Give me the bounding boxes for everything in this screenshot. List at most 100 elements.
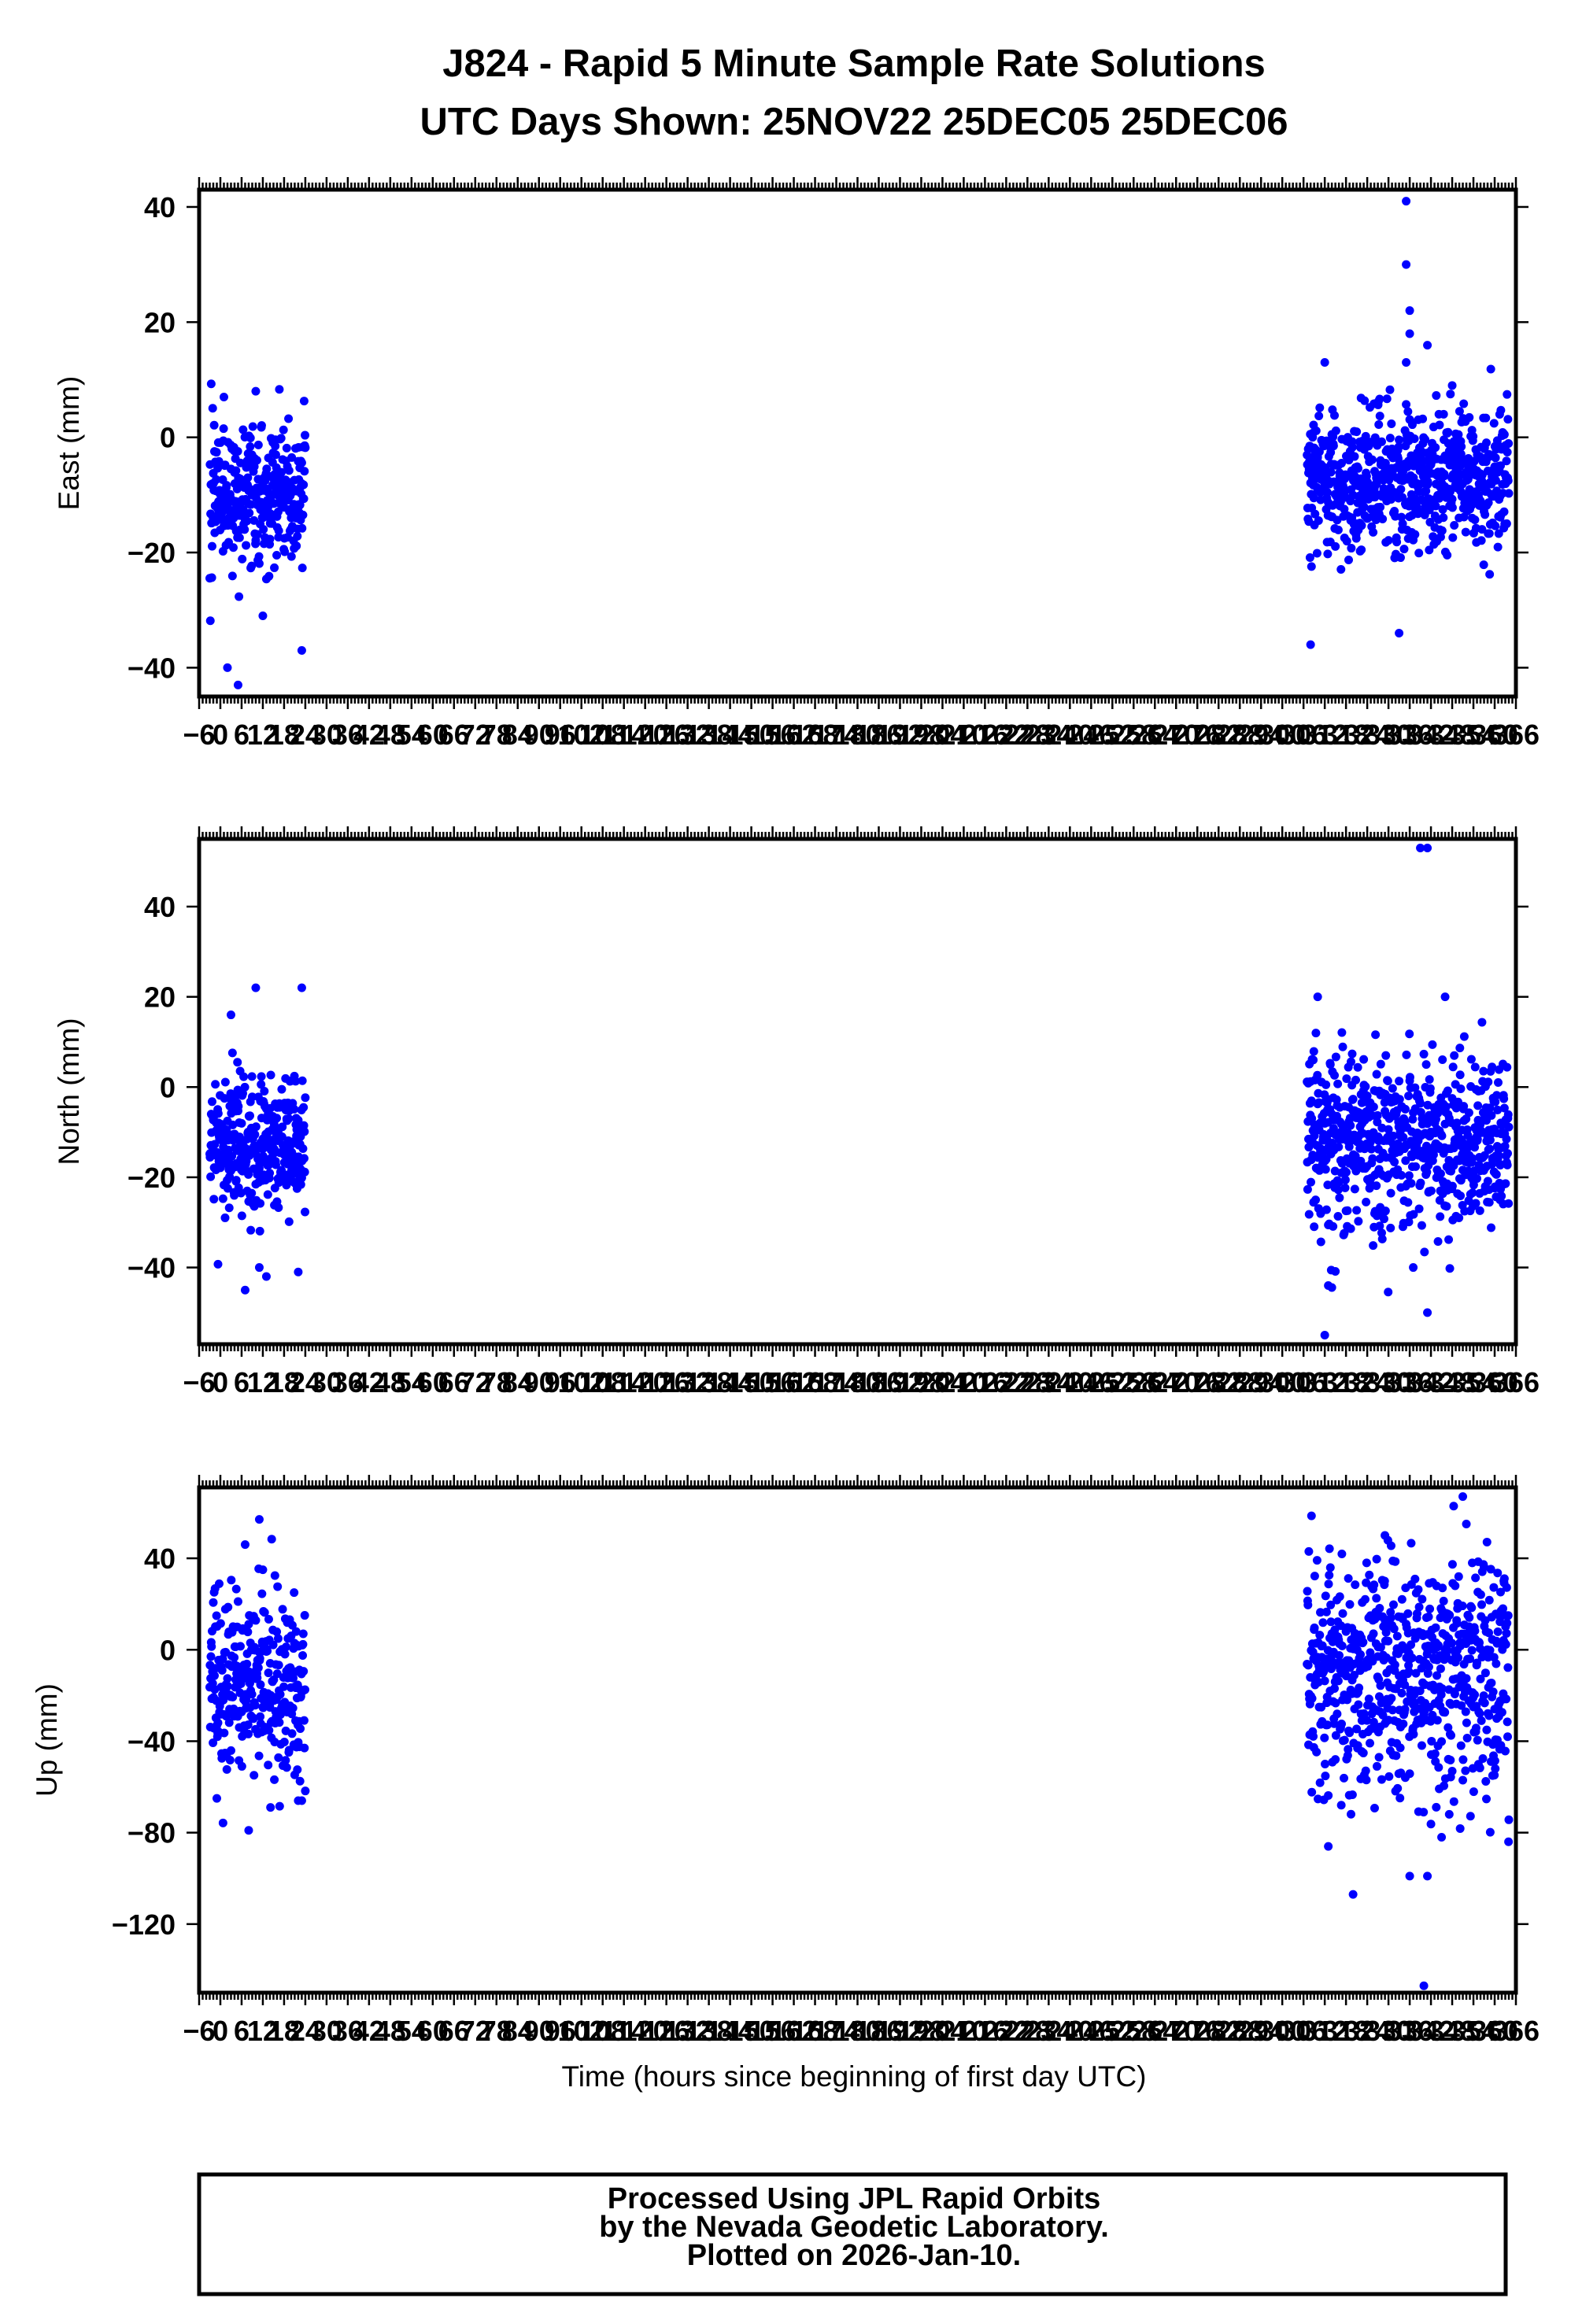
data-point xyxy=(287,453,297,462)
x-tick-label: 342 xyxy=(1407,1366,1455,1398)
data-point xyxy=(1494,1151,1503,1160)
x-tick-label: 0 xyxy=(213,1366,228,1398)
data-point xyxy=(299,1667,309,1676)
x-tick-label: 318 xyxy=(1322,719,1370,751)
data-point xyxy=(1440,471,1449,481)
data-point xyxy=(1479,1066,1488,1076)
data-point xyxy=(1381,459,1390,468)
data-point xyxy=(207,1642,216,1651)
data-point xyxy=(250,1701,260,1710)
data-point xyxy=(207,1097,216,1107)
data-point xyxy=(250,1130,260,1140)
data-point xyxy=(1359,502,1369,512)
data-point xyxy=(1438,504,1447,514)
data-point xyxy=(243,1628,253,1637)
data-point xyxy=(1402,400,1411,409)
x-tick-label: 36 xyxy=(332,2015,364,2047)
x-tick-label: 162 xyxy=(771,1366,818,1398)
x-tick-label: 288 xyxy=(1216,2015,1263,2047)
x-tick-label: 96 xyxy=(545,1366,576,1398)
data-point xyxy=(1312,1556,1321,1565)
data-point xyxy=(1353,464,1362,473)
data-point-outlier xyxy=(1440,992,1450,1002)
data-point xyxy=(231,1584,241,1594)
data-point xyxy=(292,541,301,551)
data-point xyxy=(264,1761,273,1770)
x-tick-label: 168 xyxy=(791,1366,838,1398)
data-point xyxy=(209,1195,219,1204)
x-tick-label: 294 xyxy=(1237,1366,1285,1398)
x-tick-label: 222 xyxy=(982,1366,1029,1398)
data-point-outlier xyxy=(254,1515,264,1524)
data-point xyxy=(1445,487,1455,497)
data-point xyxy=(227,1576,236,1585)
data-point xyxy=(1433,1237,1443,1247)
data-point xyxy=(1356,1156,1366,1166)
data-point xyxy=(1311,1029,1321,1038)
data-point xyxy=(277,467,286,477)
data-point xyxy=(272,1669,282,1679)
x-tick-label: 300 xyxy=(1259,1366,1306,1398)
data-point xyxy=(1311,426,1321,435)
x-tick-label: 12 xyxy=(247,2015,279,2047)
x-tick-label: −6 xyxy=(183,2015,215,2047)
data-point xyxy=(256,1712,265,1721)
x-tick-label: 144 xyxy=(707,719,754,751)
data-point xyxy=(1414,549,1424,558)
data-point xyxy=(207,541,216,551)
x-tick-label: 186 xyxy=(855,2015,902,2047)
data-point xyxy=(1447,503,1457,512)
data-point xyxy=(1385,385,1395,394)
x-tick-label: 366 xyxy=(1492,1366,1540,1398)
data-point xyxy=(274,1203,283,1212)
data-point xyxy=(288,1703,298,1713)
x-tick-label: 180 xyxy=(834,1366,881,1398)
data-point xyxy=(1333,525,1343,534)
x-tick-label: 300 xyxy=(1259,2015,1306,2047)
x-tick-label: 330 xyxy=(1365,1366,1412,1398)
x-tick-label: 132 xyxy=(664,2015,712,2047)
data-point xyxy=(1494,529,1503,538)
data-point xyxy=(1337,1720,1347,1729)
data-point xyxy=(282,1180,291,1190)
data-point xyxy=(1376,1059,1385,1069)
data-point xyxy=(1459,1032,1469,1041)
data-point xyxy=(282,443,291,453)
y-tick-label: −80 xyxy=(128,1817,176,1849)
data-point xyxy=(1323,549,1333,559)
data-point xyxy=(300,467,309,476)
data-point xyxy=(1408,1114,1418,1124)
data-point xyxy=(247,1092,257,1102)
data-point xyxy=(1314,1098,1324,1107)
data-point xyxy=(1307,1511,1316,1520)
data-point-outlier xyxy=(1306,640,1315,649)
data-point xyxy=(1484,1077,1493,1087)
data-point xyxy=(1487,1223,1496,1232)
data-point xyxy=(1502,456,1511,466)
data-point xyxy=(1503,415,1513,424)
data-point xyxy=(227,1048,237,1058)
data-point xyxy=(1361,1082,1370,1092)
data-point xyxy=(1372,1070,1381,1079)
data-point xyxy=(1443,550,1452,560)
data-point xyxy=(1316,1237,1325,1247)
data-point xyxy=(278,1122,287,1132)
data-point xyxy=(1331,541,1340,551)
data-point xyxy=(235,533,244,542)
data-point xyxy=(1439,513,1448,523)
data-point xyxy=(1386,495,1395,504)
data-point xyxy=(1435,420,1444,430)
data-point xyxy=(255,1653,264,1663)
x-tick-label: 270 xyxy=(1152,2015,1200,2047)
data-point xyxy=(1403,1198,1413,1207)
data-point xyxy=(257,421,266,430)
data-point xyxy=(287,1620,297,1630)
x-tick-label: 210 xyxy=(940,1366,987,1398)
data-point xyxy=(218,1194,227,1203)
data-point xyxy=(246,1225,256,1235)
data-point xyxy=(1313,1070,1322,1080)
data-point xyxy=(224,1203,234,1213)
data-point xyxy=(1326,1600,1336,1609)
east-panel: −60 6121824303642485460667278849096102108… xyxy=(53,177,1540,751)
x-tick-label: 210 xyxy=(940,2015,987,2047)
